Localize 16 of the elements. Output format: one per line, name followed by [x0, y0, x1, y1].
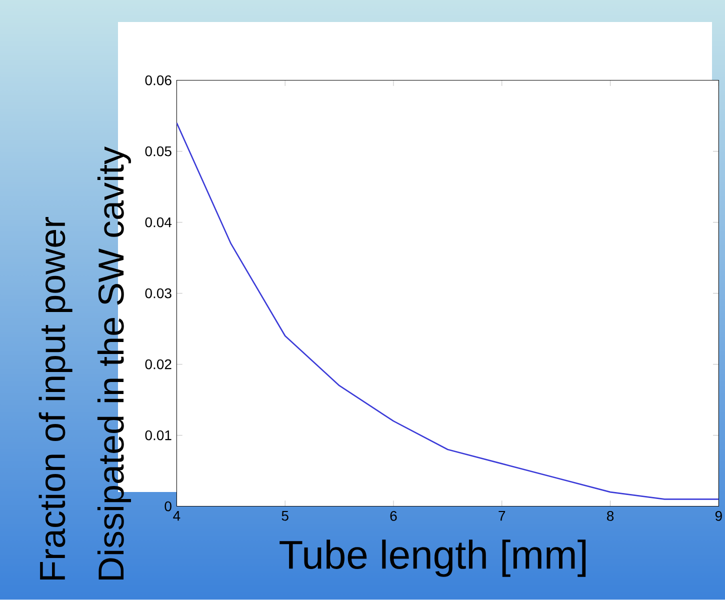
- line-series: [176, 122, 719, 500]
- x-tick-label: 7: [498, 511, 506, 521]
- x-tick-label: 9: [715, 511, 722, 521]
- y-tick-label: 0.01: [145, 430, 172, 440]
- y-axis-title: Fraction of input power Dissipated in the SW cavity: [38, 146, 131, 580]
- x-tick-label: 8: [607, 511, 614, 521]
- y-tick-label: 0.03: [145, 288, 172, 298]
- y-tick-label: 0: [164, 501, 172, 512]
- y-tick-label: 0.06: [145, 75, 172, 86]
- y-tick-label: 0.04: [145, 217, 172, 228]
- x-tick-label: 4: [173, 511, 180, 521]
- y-tick-label: 0.02: [145, 359, 172, 370]
- x-tick-label: 6: [390, 511, 397, 521]
- x-axis-title: Tube length [mm]: [280, 540, 586, 577]
- x-tick-label: 5: [282, 511, 288, 521]
- y-tick-label: 0.05: [145, 146, 172, 156]
